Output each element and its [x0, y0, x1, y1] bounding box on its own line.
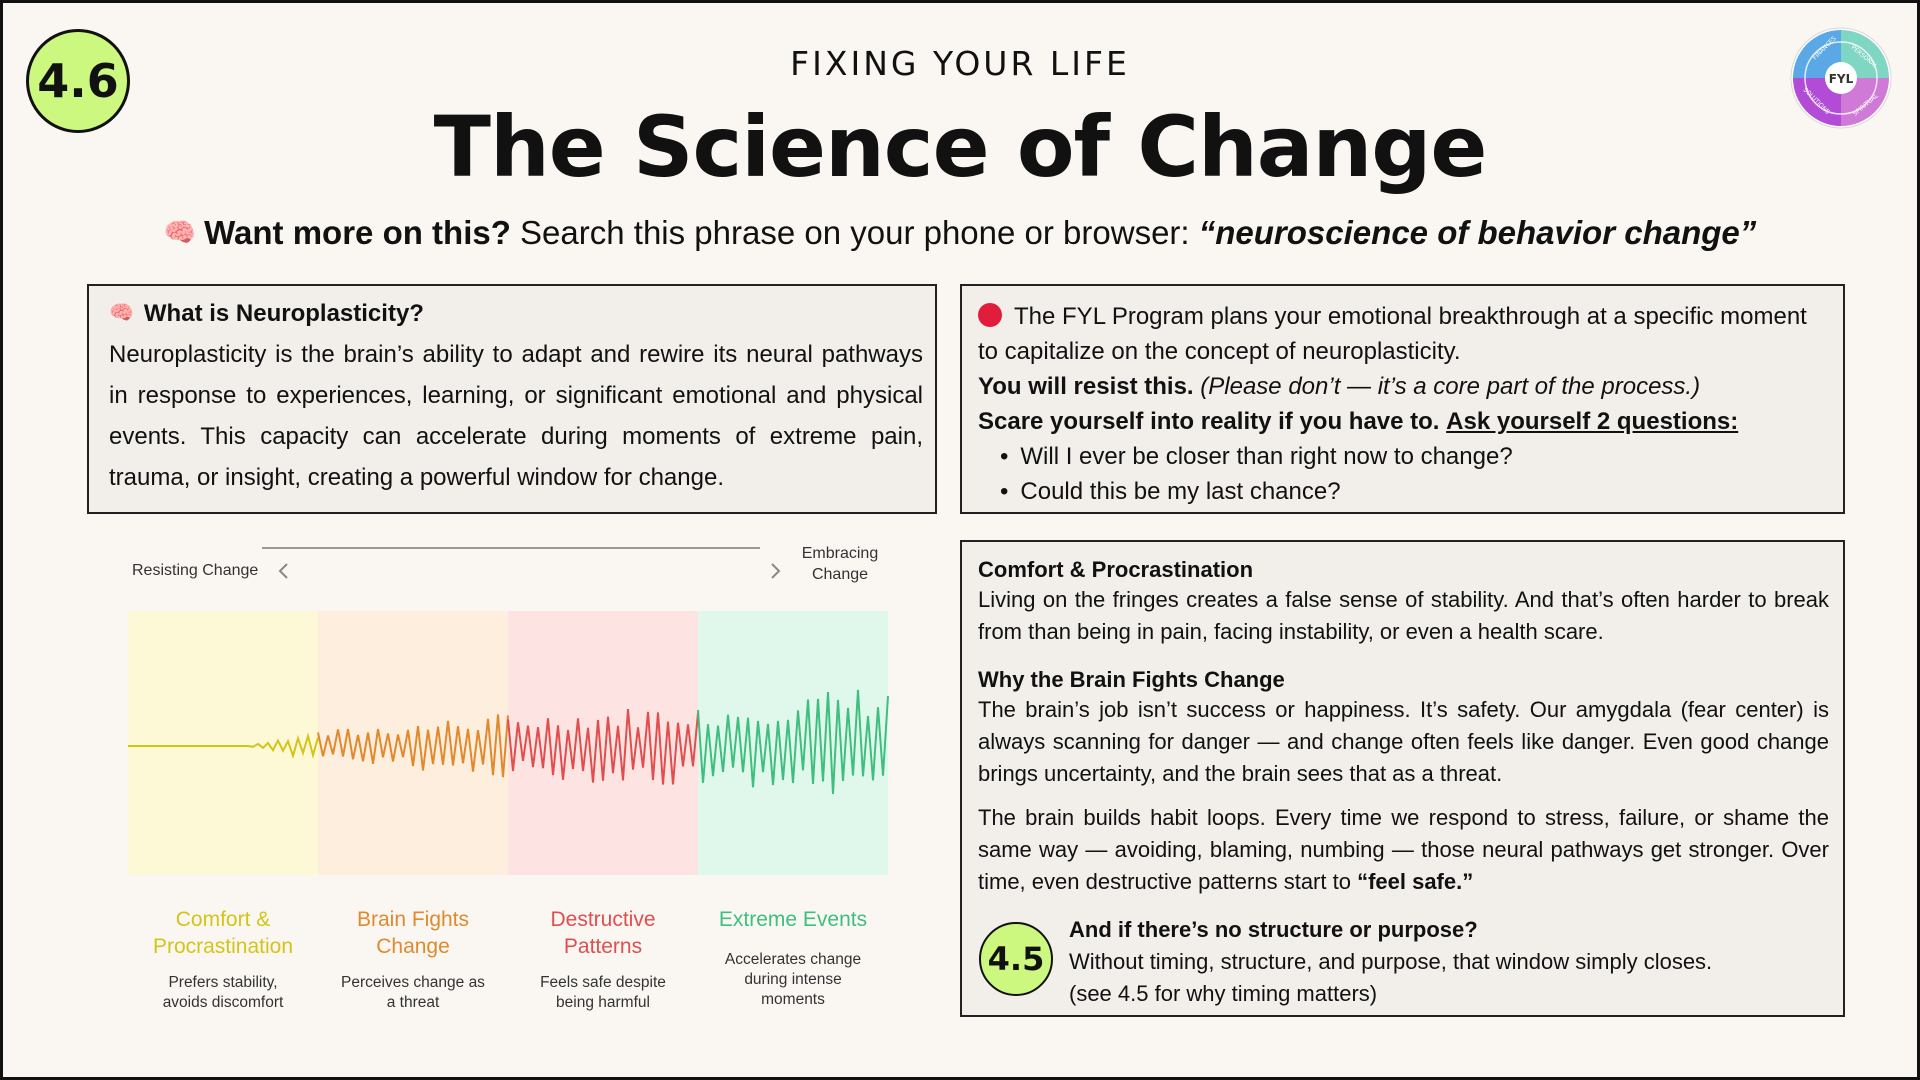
zone-title: Procrastination	[153, 935, 293, 958]
chevron-right-icon	[771, 563, 781, 579]
neuroplasticity-heading-text: What is Neuroplasticity?	[143, 300, 424, 327]
axis-right-label-line1: Embracing	[802, 545, 878, 562]
zone-title: Extreme Events	[719, 908, 867, 931]
comfort-card: Comfort & Procrastination Living on the …	[960, 540, 1845, 1017]
zone-title: Brain Fights	[357, 908, 469, 931]
neuroplasticity-card: 🧠 What is Neuroplasticity? Neuroplasticit…	[87, 284, 937, 514]
brain-icon: 🧠	[109, 302, 134, 324]
search-prompt: 🧠 Want more on this? Search this phrase o…	[0, 214, 1920, 252]
search-lead: Want more on this?	[204, 214, 511, 251]
neuroplasticity-heading: 🧠 What is Neuroplasticity?	[109, 300, 923, 328]
logo-text: FYL	[1829, 72, 1854, 86]
reference-heading: And if there’s no structure or purpose?	[1069, 917, 1478, 942]
fyl-logo: FYL FINANCES PERSONAL SOLUTIONS SPIRITUA…	[1790, 27, 1892, 129]
search-phrase: “neuroscience of behavior change”	[1198, 214, 1757, 251]
zone-description: Accelerates change	[725, 951, 861, 968]
chevron-left-icon	[278, 563, 288, 579]
search-text: Search this phrase on your phone or brow…	[510, 214, 1199, 251]
fyl-program-card: The FYL Program plans your emotional bre…	[960, 284, 1845, 514]
fyl-resist-bold: You will resist this.	[978, 373, 1194, 400]
reference-line-2: (see 4.5 for why timing matters)	[1069, 981, 1378, 1006]
wave-line	[317, 714, 509, 778]
reference-note: And if there’s no structure or purpose? …	[1069, 912, 1829, 1010]
fyl-questions-list: Will I ever be closer than right now to …	[1000, 439, 1829, 509]
zone-background	[698, 611, 888, 875]
zone-description: being harmful	[556, 994, 650, 1011]
section-number-badge: 4.6	[26, 29, 130, 133]
fyl-resist: You will resist this. (Please don’t — it…	[978, 369, 1829, 404]
wave-line	[128, 732, 319, 760]
zone-title: Patterns	[564, 935, 642, 958]
zone-description: Feels safe despite	[540, 974, 666, 991]
wave-line	[697, 689, 889, 795]
fyl-resist-italic: (Please don’t — it’s a core part of the …	[1193, 373, 1701, 400]
axis-left-label: Resisting Change	[132, 562, 258, 579]
fyl-intro: The FYL Program plans your emotional bre…	[978, 299, 1829, 369]
comfort-paragraph: Living on the fringes creates a false se…	[978, 587, 1829, 644]
brain-fights-paragraph: The brain’s job isn’t success or happine…	[978, 697, 1829, 786]
zone-title: Change	[376, 935, 450, 958]
fyl-questions-label: Ask yourself 2 questions:	[1446, 408, 1739, 435]
zone-title: Comfort &	[176, 908, 271, 931]
wave-line	[507, 709, 699, 785]
fyl-scare: Scare yourself into reality if you have …	[978, 404, 1829, 439]
zone-description: avoids discomfort	[163, 994, 284, 1011]
zone-description: Prefers stability,	[168, 974, 277, 991]
brain-fights-heading: Why the Brain Fights Change	[978, 667, 1285, 692]
list-item: Will I ever be closer than right now to …	[1000, 439, 1829, 474]
zone-description: during intense	[744, 971, 841, 988]
axis-right-label-line2: Change	[812, 566, 868, 583]
red-circle-icon	[978, 303, 1002, 327]
eyebrow-label: FIXING YOUR LIFE	[790, 44, 1130, 83]
zone-title: Destructive	[550, 908, 655, 931]
neuroplasticity-body: Neuroplasticity is the brain’s ability t…	[109, 341, 923, 491]
brain-icon: 🧠	[163, 217, 197, 247]
comfort-heading: Comfort & Procrastination	[978, 557, 1254, 582]
fyl-intro-text: The FYL Program plans your emotional bre…	[978, 303, 1807, 365]
zone-description: Perceives change as	[341, 974, 485, 991]
fyl-scare-bold: Scare yourself into reality if you have …	[978, 408, 1440, 435]
reference-line-1: Without timing, structure, and purpose, …	[1069, 949, 1713, 974]
zone-description: a threat	[387, 994, 440, 1011]
reference-badge: 4.5	[979, 922, 1053, 996]
zone-description: moments	[761, 991, 825, 1008]
page-title: The Science of Change	[433, 98, 1488, 196]
change-spectrum-chart: Resisting Change Embracing Change Comfor…	[128, 545, 889, 1011]
habit-loops-paragraph: The brain builds habit loops. Every time…	[978, 802, 1829, 898]
habit-loops-bold: “feel safe.”	[1357, 869, 1474, 894]
list-item: Could this be my last chance?	[1000, 474, 1829, 509]
habit-loops-text: The brain builds habit loops. Every time…	[978, 805, 1829, 894]
